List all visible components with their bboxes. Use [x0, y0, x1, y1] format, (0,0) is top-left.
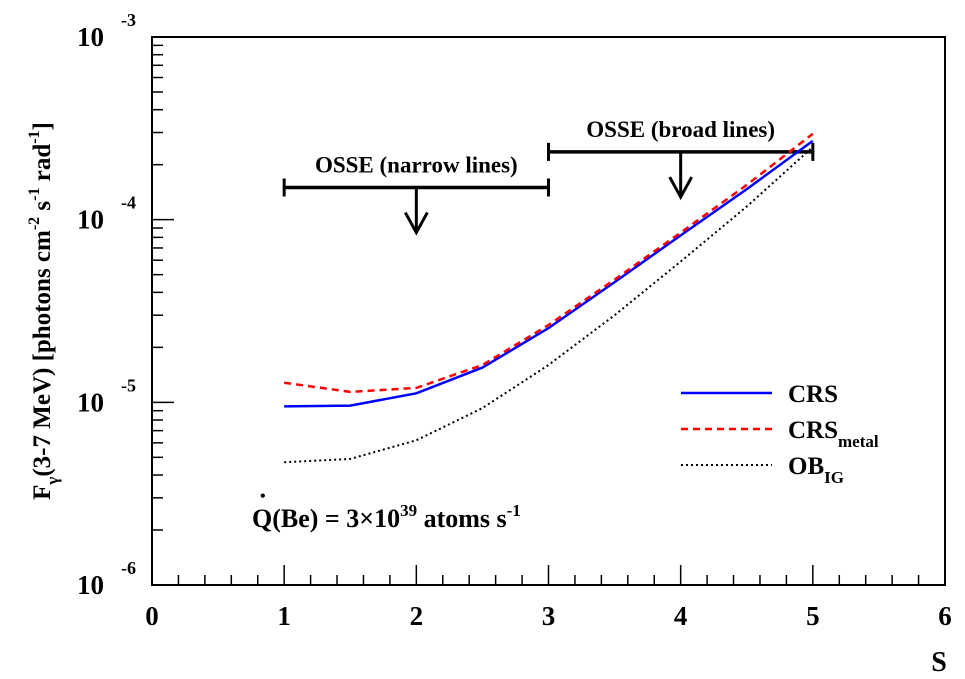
x-tick-label: 6 [938, 601, 952, 631]
legend-label-ob-ig: OBIG [788, 453, 844, 487]
annotation-tail-exp: -1 [507, 501, 521, 520]
annotation-main: (Be) = 3×10 [272, 504, 400, 533]
annotation-exp: 39 [400, 501, 417, 520]
legend-ob-ig-sub: IG [824, 468, 844, 487]
y-title-exp3: -1 [26, 130, 43, 143]
annotation-tail: atoms s [417, 504, 507, 533]
x-tick-label: 3 [542, 601, 556, 631]
limit-label: OSSE (broad lines) [586, 117, 775, 142]
legend: CRS CRSmetal OBIG [681, 381, 879, 487]
x-axis-title: S [931, 647, 947, 678]
x-tick-label: 2 [410, 601, 424, 631]
legend-label-crs-metal: CRSmetal [788, 417, 879, 451]
y-tick-label-exp: -4 [121, 193, 136, 213]
y-title-s: s [29, 201, 56, 217]
y-tick-label-exp: -3 [121, 10, 136, 30]
y-title-gamma: γ [43, 477, 62, 486]
annotation: Q(Be) = 3×1039 atoms s-1 [252, 501, 521, 533]
annotation-q: Q [252, 504, 272, 533]
y-tick-label-base: 10 [77, 387, 104, 417]
x-tick-label: 5 [806, 601, 820, 631]
limit-arrow-head [404, 211, 429, 236]
y-title-f: F [29, 485, 56, 500]
legend-label-crs: CRS [788, 381, 838, 408]
y-tick-label-exp: -5 [121, 375, 136, 395]
limit-label: OSSE (narrow lines) [315, 153, 518, 178]
y-tick-label-exp: -6 [121, 558, 136, 578]
y-tick-label-base: 10 [77, 570, 104, 600]
x-tick-label: 1 [277, 601, 291, 631]
plot-frame [151, 36, 946, 586]
annotation-dot: • [260, 488, 266, 505]
series-line-2 [284, 132, 814, 394]
y-title-exp1: -2 [26, 217, 43, 230]
y-tick-label-base: 10 [77, 205, 104, 235]
series-line-1 [284, 139, 814, 408]
x-tick-label: 0 [145, 601, 159, 631]
x-tick-label: 4 [674, 601, 688, 631]
limit-arrow-head [668, 176, 693, 201]
legend-crs-metal-sub: metal [838, 432, 879, 451]
y-title-rad: rad [29, 144, 56, 188]
legend-crs-metal-main: CRS [788, 417, 838, 444]
y-axis-title: Fγ(3-7 MeV) [photons cm-2 s-1 rad-1] [26, 122, 62, 500]
y-title-close: ] [29, 122, 56, 130]
legend-ob-ig-main: OB [788, 453, 824, 480]
y-title-exp2: -1 [26, 188, 43, 201]
y-title-main: (3-7 MeV) [photons cm [29, 230, 56, 477]
y-tick-label-base: 10 [77, 22, 104, 52]
